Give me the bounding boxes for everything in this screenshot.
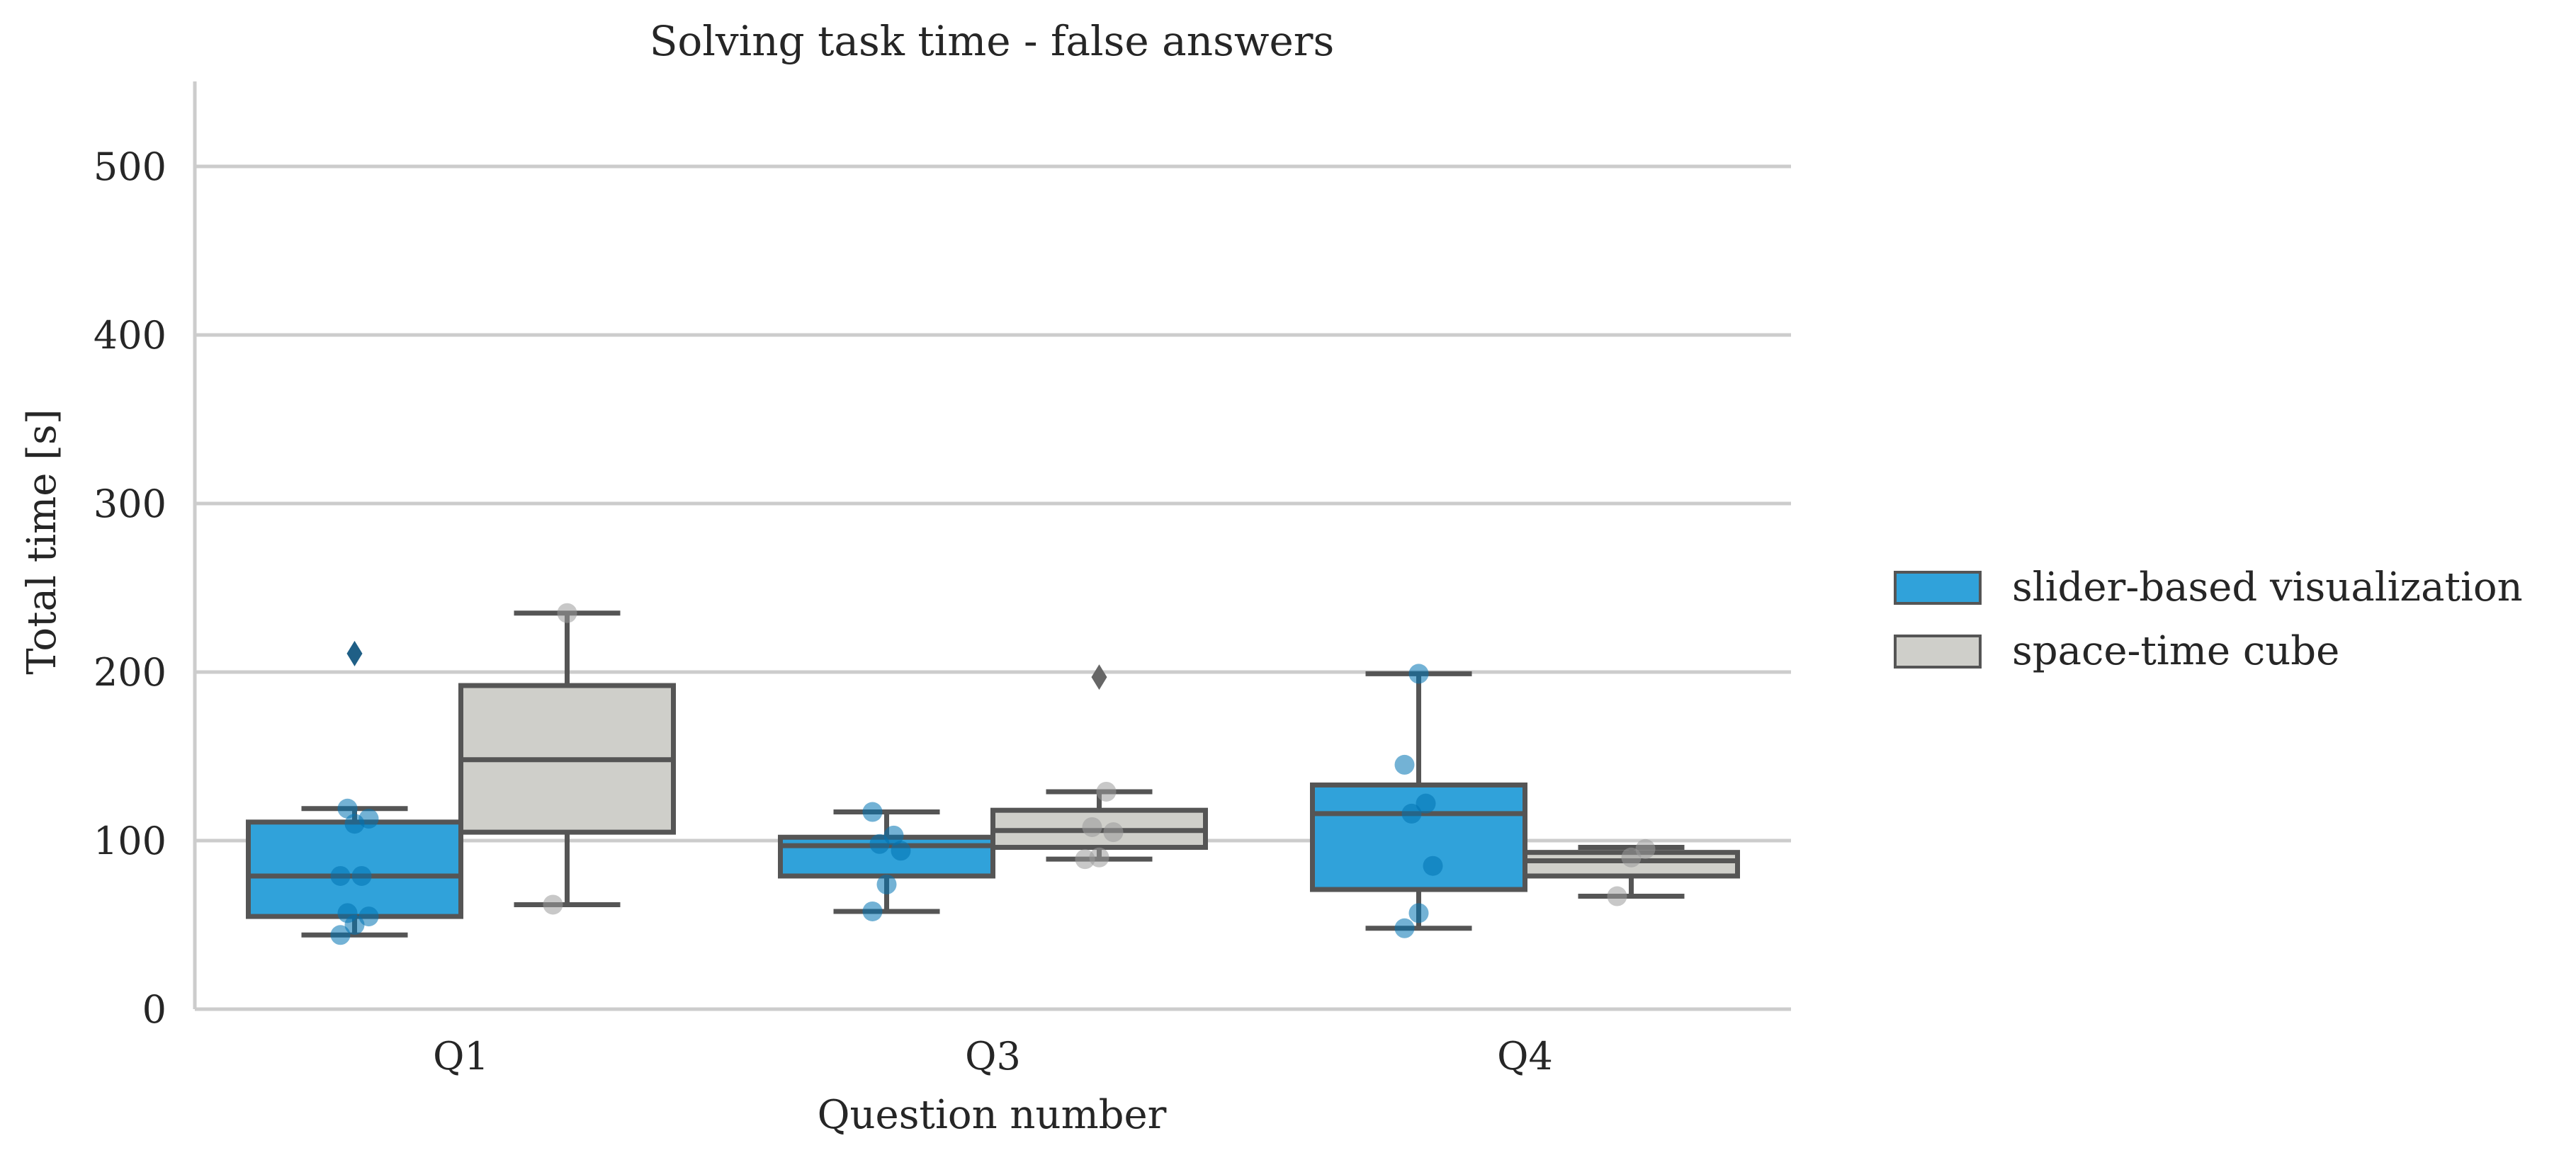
y-tick-label: 0 [142,987,166,1032]
data-point [876,874,897,894]
legend-label: slider-based visualization [2012,564,2523,610]
data-point [351,865,372,886]
chart-title: Solving task time - false answers [650,17,1335,65]
box-q3-series-1 [990,664,1208,870]
data-point [337,903,358,923]
data-point [330,865,351,886]
data-point [862,901,883,921]
data-point [358,906,379,927]
data-point [1401,803,1422,824]
y-tick-label: 100 [94,819,166,863]
x-tick-label: Q1 [433,1034,489,1079]
legend-swatch [1894,571,1982,605]
data-point [1394,754,1415,775]
gridlines [195,164,1791,843]
y-tick-label: 200 [94,650,166,695]
data-point [358,809,379,829]
data-point [1423,855,1443,876]
data-point [883,825,904,846]
data-point [1394,918,1415,938]
data-point [1408,903,1429,923]
box-q1-series-0 [246,640,463,945]
data-point [543,894,563,915]
x-axis-label: Question number [818,1092,1167,1138]
data-point [1096,781,1117,802]
data-point [1082,817,1102,837]
data-point [557,603,577,623]
outlier-point [346,640,363,666]
legend-label: space-time cube [2012,628,2339,674]
x-tick-label: Q3 [965,1034,1021,1079]
box-q4-series-1 [1523,838,1740,906]
outlier-point [1091,664,1107,690]
x-tick-label: Q4 [1497,1034,1553,1079]
box-q1-series-1 [458,603,676,915]
y-tick-label: 500 [94,144,166,189]
data-point [330,925,351,945]
data-point [1103,822,1124,843]
legend: slider-based visualization space-time cub… [1894,564,2523,674]
legend-item-series-0: slider-based visualization [1894,564,2523,610]
data-point [1089,847,1109,868]
y-axis-label: Total time [s] [19,409,65,674]
axes: 0 100 200 300 400 500 Q1 Q3 Q4 [94,81,1791,1079]
boxes [246,603,1740,945]
y-tick-label: 400 [94,313,166,358]
legend-item-series-1: space-time cube [1894,628,2339,674]
data-point [1416,793,1436,814]
legend-swatch [1894,635,1982,669]
data-point [1408,664,1429,684]
y-tick-label: 300 [94,482,166,526]
data-point [1607,886,1627,906]
box-q4-series-0 [1310,664,1527,938]
data-point [337,798,358,819]
data-point [1635,838,1656,859]
box-q3-series-0 [778,802,995,921]
data-point [862,802,883,822]
data-point [891,841,911,861]
